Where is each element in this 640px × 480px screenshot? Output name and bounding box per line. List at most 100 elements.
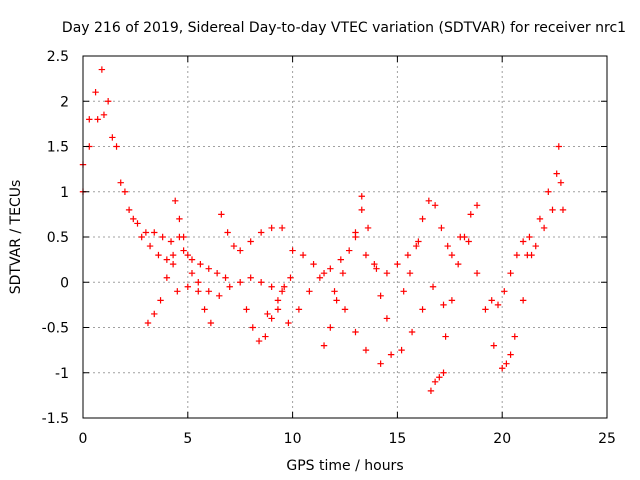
data-point (299, 251, 307, 259)
data-point (174, 288, 181, 295)
data-point (444, 242, 451, 250)
x-tick-label: 0 (79, 431, 88, 447)
y-tick-label: 1 (60, 185, 69, 201)
x-axis-label: GPS time / hours (286, 458, 403, 474)
data-point (373, 265, 380, 272)
data-point (125, 206, 133, 214)
data-point (255, 337, 263, 345)
data-point (247, 238, 254, 245)
data-point (289, 247, 296, 254)
y-tick-label: 2 (60, 94, 69, 110)
data-point (377, 292, 384, 300)
series-track-o (400, 197, 451, 295)
series-track-u (524, 143, 567, 259)
x-tick-label: 15 (388, 431, 406, 447)
data-point (163, 274, 171, 281)
data-point (415, 238, 422, 245)
data-point (448, 297, 456, 304)
data-point (454, 260, 462, 268)
series-track-k (320, 206, 365, 349)
series-track-m (358, 193, 391, 322)
series-track-n (377, 283, 447, 367)
data-point (195, 288, 202, 295)
data-point (473, 202, 481, 209)
data-point (490, 342, 498, 349)
data-point (419, 306, 426, 313)
series-track-p (427, 369, 447, 395)
data-point (352, 233, 359, 241)
data-point (488, 297, 495, 304)
data-point (205, 288, 212, 295)
data-point (138, 233, 145, 241)
data-point (157, 297, 164, 304)
data-point (448, 251, 456, 259)
data-point (327, 324, 334, 331)
data-point (268, 315, 275, 322)
data-point (540, 224, 548, 232)
data-point (306, 288, 313, 295)
data-point (201, 306, 208, 313)
series-track-f (180, 247, 229, 281)
data-point (524, 251, 531, 259)
data-point (121, 188, 129, 195)
data-point (274, 297, 282, 304)
y-tick-label: 0.5 (47, 230, 69, 246)
series-track-q (442, 202, 481, 340)
data-point (337, 256, 345, 263)
data-point (113, 143, 120, 150)
data-point (207, 319, 215, 327)
data-point (352, 328, 359, 336)
data-point (146, 242, 154, 250)
chart-title: Day 216 of 2019, Sidereal Day-to-day VTE… (62, 20, 626, 36)
data-point (310, 260, 317, 268)
y-tick-label: 2.5 (47, 49, 69, 65)
data-point (526, 233, 533, 241)
y-tick-label: -0.5 (42, 321, 69, 337)
data-point (142, 229, 150, 236)
series-track-e (174, 274, 286, 300)
data-point (117, 179, 124, 186)
data-point (467, 211, 474, 218)
data-point (285, 319, 292, 327)
data-point (425, 197, 433, 204)
x-tick-labels: 0 5 10 15 20 25 (79, 431, 616, 447)
data-point (536, 215, 544, 223)
data-point (559, 206, 567, 214)
series-track-l (352, 233, 422, 277)
data-point (419, 215, 426, 223)
data-point (237, 279, 244, 286)
data-point (274, 306, 282, 313)
data-point (371, 260, 378, 268)
data-point (406, 270, 414, 277)
data-point (427, 387, 435, 395)
data-point (482, 306, 489, 313)
data-point (172, 197, 179, 204)
data-point (268, 283, 275, 290)
data-point (473, 270, 481, 277)
data-point (230, 242, 238, 250)
y-tick-label: 1.5 (47, 140, 69, 156)
data-point (155, 251, 162, 259)
data-point (503, 360, 510, 367)
data-point (169, 251, 177, 259)
data-point (507, 351, 514, 358)
data-point (169, 260, 177, 268)
data-point (408, 328, 416, 336)
data-point (404, 251, 412, 259)
data-point (555, 143, 562, 150)
data-points (79, 66, 567, 395)
data-point (184, 283, 191, 290)
y-tick-labels: -1.5 -1 -0.5 0 0.5 1 1.5 2 2.5 (42, 49, 69, 427)
series-track-g (218, 211, 286, 254)
data-point (438, 224, 445, 232)
data-point (180, 247, 187, 254)
data-point (295, 306, 303, 313)
series-track-r (448, 233, 514, 372)
data-point (327, 265, 334, 272)
data-point (341, 306, 349, 313)
data-point (159, 233, 166, 241)
data-point (377, 360, 384, 367)
series-track-a (79, 66, 177, 268)
data-point (98, 66, 106, 73)
